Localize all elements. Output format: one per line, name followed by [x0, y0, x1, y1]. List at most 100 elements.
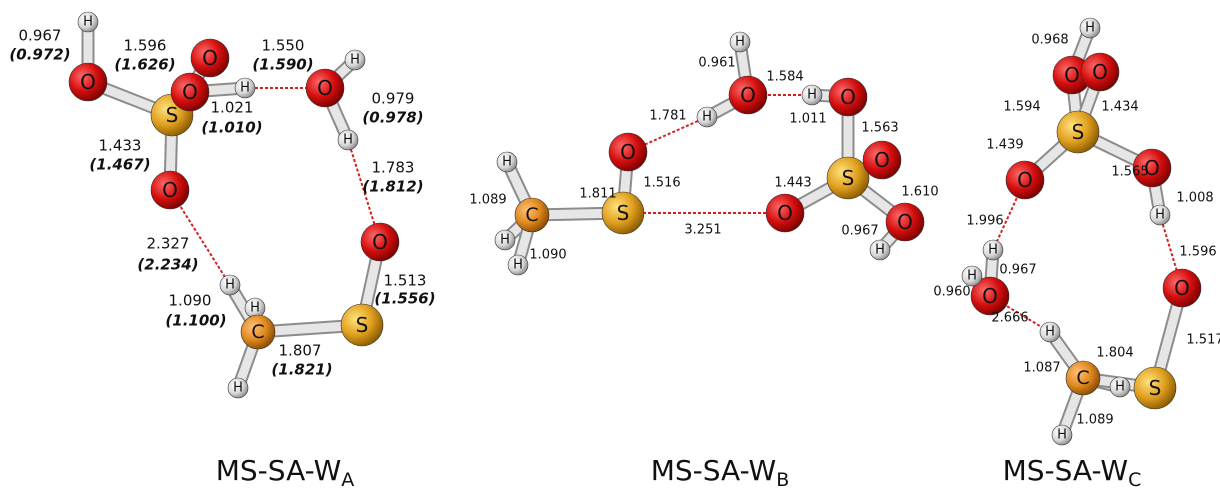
distance-label: 1.087: [1023, 361, 1060, 376]
atom-symbol: O: [777, 201, 793, 225]
atom-symbol: O: [80, 70, 96, 94]
distance-label: 1.610: [901, 185, 938, 200]
distance-label: 0.968: [1031, 33, 1068, 48]
atom-symbol: H: [240, 81, 250, 96]
atom-symbol: H: [343, 133, 353, 148]
distance-label: 2.666: [991, 311, 1028, 326]
distance-label: 2.327: [147, 235, 190, 253]
structure-title: MS-SA-WC: [1003, 454, 1142, 491]
atom-symbol: H: [83, 15, 93, 30]
atom-symbol: O: [840, 85, 856, 109]
atom-symbol: H: [1085, 21, 1095, 36]
distance-label: 1.783: [372, 159, 415, 177]
atom-symbol: O: [1174, 276, 1190, 300]
distance-label: 3.251: [684, 223, 721, 238]
atom-symbol: S: [842, 166, 855, 190]
atom-symbol: O: [202, 46, 218, 70]
atom-symbol: O: [874, 148, 890, 172]
distance-label: 1.516: [643, 176, 680, 191]
distance-label-alt: (1.812): [362, 178, 423, 196]
distance-label: 1.008: [1176, 191, 1213, 206]
atom-symbol: H: [502, 155, 512, 170]
atom-symbol: O: [620, 140, 636, 164]
distance-label: 1.811: [579, 187, 616, 202]
atom-symbol: H: [1045, 325, 1055, 340]
distance-label: 1.090: [169, 292, 212, 310]
distance-label: 1.443: [774, 176, 811, 191]
structure-title: MS-SA-WB: [651, 454, 790, 491]
distance-label: 1.565: [1111, 165, 1148, 180]
title-main: MS-SA-W: [1003, 454, 1129, 487]
structure-title: MS-SA-WA: [216, 454, 355, 491]
atom-symbol: H: [875, 243, 885, 258]
distance-label: 1.433: [99, 137, 142, 155]
title-main: MS-SA-W: [216, 454, 342, 487]
atom-symbol: O: [740, 83, 756, 107]
distance-label: 1.550: [262, 37, 305, 55]
distance-label-alt: (1.556): [374, 290, 435, 308]
atom-symbol: O: [162, 178, 178, 202]
distance-label: 1.090: [529, 248, 566, 263]
atom-symbol: H: [225, 278, 235, 293]
atom-symbol: S: [166, 103, 179, 127]
distance-label: 1.513: [384, 272, 427, 290]
distance-label: 1.011: [789, 112, 826, 127]
atom-symbol: O: [1017, 168, 1033, 192]
title-main: MS-SA-W: [651, 454, 777, 487]
distance-label: 1.439: [986, 138, 1023, 153]
distance-label-alt: (2.234): [137, 256, 198, 274]
distance-label-alt: (0.978): [362, 109, 423, 127]
atom-symbol: O: [372, 230, 388, 254]
atom-symbol: H: [500, 233, 510, 248]
atom-symbol: H: [233, 381, 243, 396]
atom-symbol: O: [317, 76, 333, 100]
distance-label: 1.089: [1076, 413, 1113, 428]
atom-symbol: H: [513, 258, 523, 273]
atom-symbol: S: [1149, 376, 1162, 400]
distance-label: 1.781: [649, 109, 686, 124]
figure: HOSOOHOHHOHHCHSOHOHOSCHHHHOSOOOHHOOSOOHH…: [0, 0, 1220, 491]
distance-label: 0.967: [19, 27, 62, 45]
atom-symbol: O: [982, 284, 998, 308]
atom-symbol: C: [525, 204, 538, 226]
atom-symbol: H: [702, 110, 712, 125]
title-subscript: C: [1128, 469, 1141, 491]
distance-label-alt: (0.972): [9, 46, 70, 64]
atom-symbol: O: [182, 80, 198, 104]
atom-symbol: O: [1064, 63, 1080, 87]
atom-symbol: H: [250, 301, 260, 316]
atom-symbol: H: [350, 53, 360, 68]
distance-label-alt: (1.626): [114, 56, 175, 74]
title-subscript: B: [776, 469, 789, 491]
distance-label-alt: (1.467): [89, 156, 150, 174]
distance-label: 1.563: [861, 121, 898, 136]
atom-symbol: C: [1076, 367, 1089, 389]
atom-symbol: H: [807, 88, 817, 103]
distance-label: 1.089: [469, 193, 506, 208]
atom-symbol: S: [617, 201, 630, 225]
distance-label: 1.517: [1186, 333, 1220, 348]
distance-label: 0.967: [841, 224, 878, 239]
atom-symbol: S: [1072, 120, 1085, 144]
distance-label: 1.594: [1003, 100, 1040, 115]
atom-symbol: H: [1155, 208, 1165, 223]
title-subscript: A: [341, 469, 354, 491]
distance-label: 1.807: [279, 342, 322, 360]
distance-label: 1.596: [124, 37, 167, 55]
distance-label: 0.960: [933, 285, 970, 300]
distance-label: 0.967: [999, 263, 1036, 278]
distance-label: 1.804: [1096, 346, 1133, 361]
distance-label-alt: (1.100): [165, 312, 226, 330]
distance-label-alt: (1.590): [252, 56, 313, 74]
distance-label: 1.596: [1179, 245, 1216, 260]
distance-label: 0.961: [698, 56, 735, 71]
distance-label: 1.434: [1101, 100, 1138, 115]
atom-symbol: H: [988, 243, 998, 258]
distance-label: 0.979: [372, 90, 415, 108]
distance-label-alt: (1.010): [201, 119, 262, 137]
atom-symbol: H: [1115, 380, 1125, 395]
distance-label-alt: (1.821): [271, 361, 332, 379]
atom-symbol: S: [356, 313, 369, 337]
atom-symbol: O: [897, 210, 913, 234]
